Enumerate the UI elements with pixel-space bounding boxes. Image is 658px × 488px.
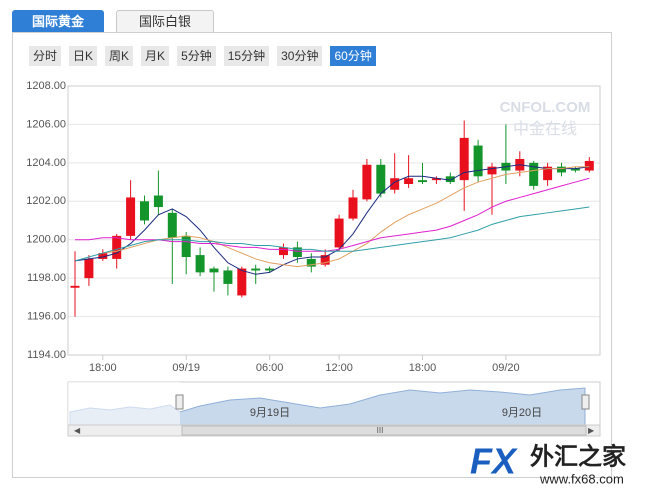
candle-body	[376, 164, 386, 194]
y-tick-label: 1194.00	[27, 349, 66, 361]
scroll-grip: III	[377, 426, 384, 435]
logo-url: www.fx68.com	[539, 471, 624, 486]
x-tick-label: 06:00	[256, 362, 284, 374]
period-buttons: 分时 日K 周K 月K 5分钟 15分钟 30分钟 60分钟	[29, 46, 376, 66]
candle-body	[487, 166, 497, 175]
y-tick-label: 1206.00	[26, 118, 66, 130]
candle-body	[84, 258, 94, 279]
moving-average	[102, 166, 590, 268]
watermark-brand: CNFOL.COM	[500, 99, 591, 116]
candle-body	[557, 166, 566, 173]
candle-body	[70, 285, 80, 288]
candle-body	[237, 268, 247, 296]
candle-body	[362, 164, 372, 200]
x-tick-label: 12:00	[325, 362, 353, 374]
candle-body	[570, 168, 580, 171]
period-button[interactable]: 日K	[69, 46, 98, 66]
watermark-name: 中金在线	[513, 120, 577, 138]
panel	[12, 32, 612, 478]
candle-body	[153, 195, 163, 208]
candle-body	[306, 258, 316, 267]
x-tick-label: 18:00	[409, 362, 437, 374]
logo-mark: FX	[470, 441, 518, 482]
plot-area	[67, 85, 601, 356]
candle-body	[459, 137, 469, 181]
y-tick-label: 1204.00	[26, 157, 66, 169]
candle-body	[584, 160, 594, 171]
x-tick-label: 18:00	[89, 362, 117, 374]
candle-body	[404, 178, 414, 184]
y-tick-label: 1202.00	[26, 195, 66, 207]
logo-name: 外汇之家	[530, 442, 626, 470]
candle-body	[418, 180, 427, 183]
candle-body	[320, 255, 330, 265]
candle-body	[390, 178, 400, 190]
candle-body	[348, 197, 358, 219]
tab[interactable]: 国际白银	[116, 10, 214, 33]
candle-body	[167, 212, 177, 238]
candle-body	[98, 253, 108, 259]
period-button[interactable]: 15分钟	[223, 46, 270, 66]
scrollbar-thumb[interactable]	[181, 425, 587, 436]
scroll-left[interactable]: ◀	[74, 426, 81, 435]
y-tick-label: 1200.00	[26, 234, 66, 246]
candle-body	[445, 176, 455, 183]
scroll-right[interactable]: ▶	[588, 426, 595, 435]
candle-body	[292, 247, 302, 258]
candle-body	[543, 166, 553, 181]
y-tick-label: 1208.00	[26, 80, 66, 92]
tab[interactable]: 国际黄金	[12, 10, 104, 33]
x-tick-label: 09/20	[492, 362, 520, 374]
candle-body	[334, 218, 344, 248]
x-tick-label: 09/19	[172, 362, 200, 374]
candle-body	[279, 247, 288, 256]
period-button[interactable]: 月K	[141, 46, 170, 66]
candle-body	[529, 162, 539, 186]
period-button[interactable]: 60分钟	[330, 46, 376, 66]
period-button[interactable]: 30分钟	[277, 46, 323, 66]
y-tick-label: 1198.00	[27, 272, 66, 284]
y-tick-label: 1196.00	[27, 310, 66, 322]
candle-body	[126, 197, 136, 236]
period-button[interactable]: 分时	[29, 46, 62, 66]
candle-body	[265, 268, 275, 271]
candle-body	[431, 178, 441, 181]
candle-body	[473, 145, 483, 177]
moving-average	[74, 206, 590, 262]
navigator-label: 9月20日	[502, 407, 542, 419]
candle-body	[181, 235, 191, 258]
period-button[interactable]: 周K	[105, 46, 134, 66]
candle-body	[223, 270, 233, 284]
candle-body	[251, 268, 261, 271]
period-button[interactable]: 5分钟	[177, 46, 216, 66]
candle-body	[195, 255, 205, 273]
navigator-handle[interactable]	[581, 394, 590, 410]
candle-body	[140, 201, 149, 221]
navigator-handle[interactable]	[175, 394, 184, 410]
navigator-mask	[68, 382, 180, 425]
navigator-label: 9月19日	[250, 407, 290, 419]
candle-body	[209, 268, 219, 273]
moving-average	[74, 164, 590, 275]
candle-body	[112, 235, 122, 259]
